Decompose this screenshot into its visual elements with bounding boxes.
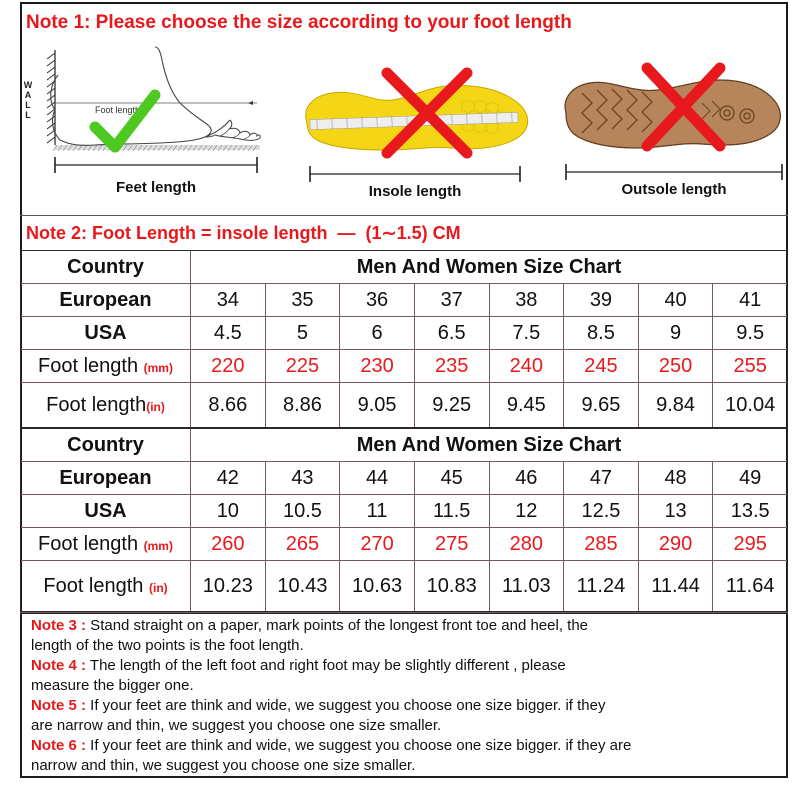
svg-text:Feet length: Feet length bbox=[116, 179, 196, 196]
svg-text:Foot length: Foot length bbox=[95, 105, 140, 115]
svg-text:Outsole length: Outsole length bbox=[622, 181, 727, 198]
svg-text:Insole length: Insole length bbox=[369, 183, 462, 200]
